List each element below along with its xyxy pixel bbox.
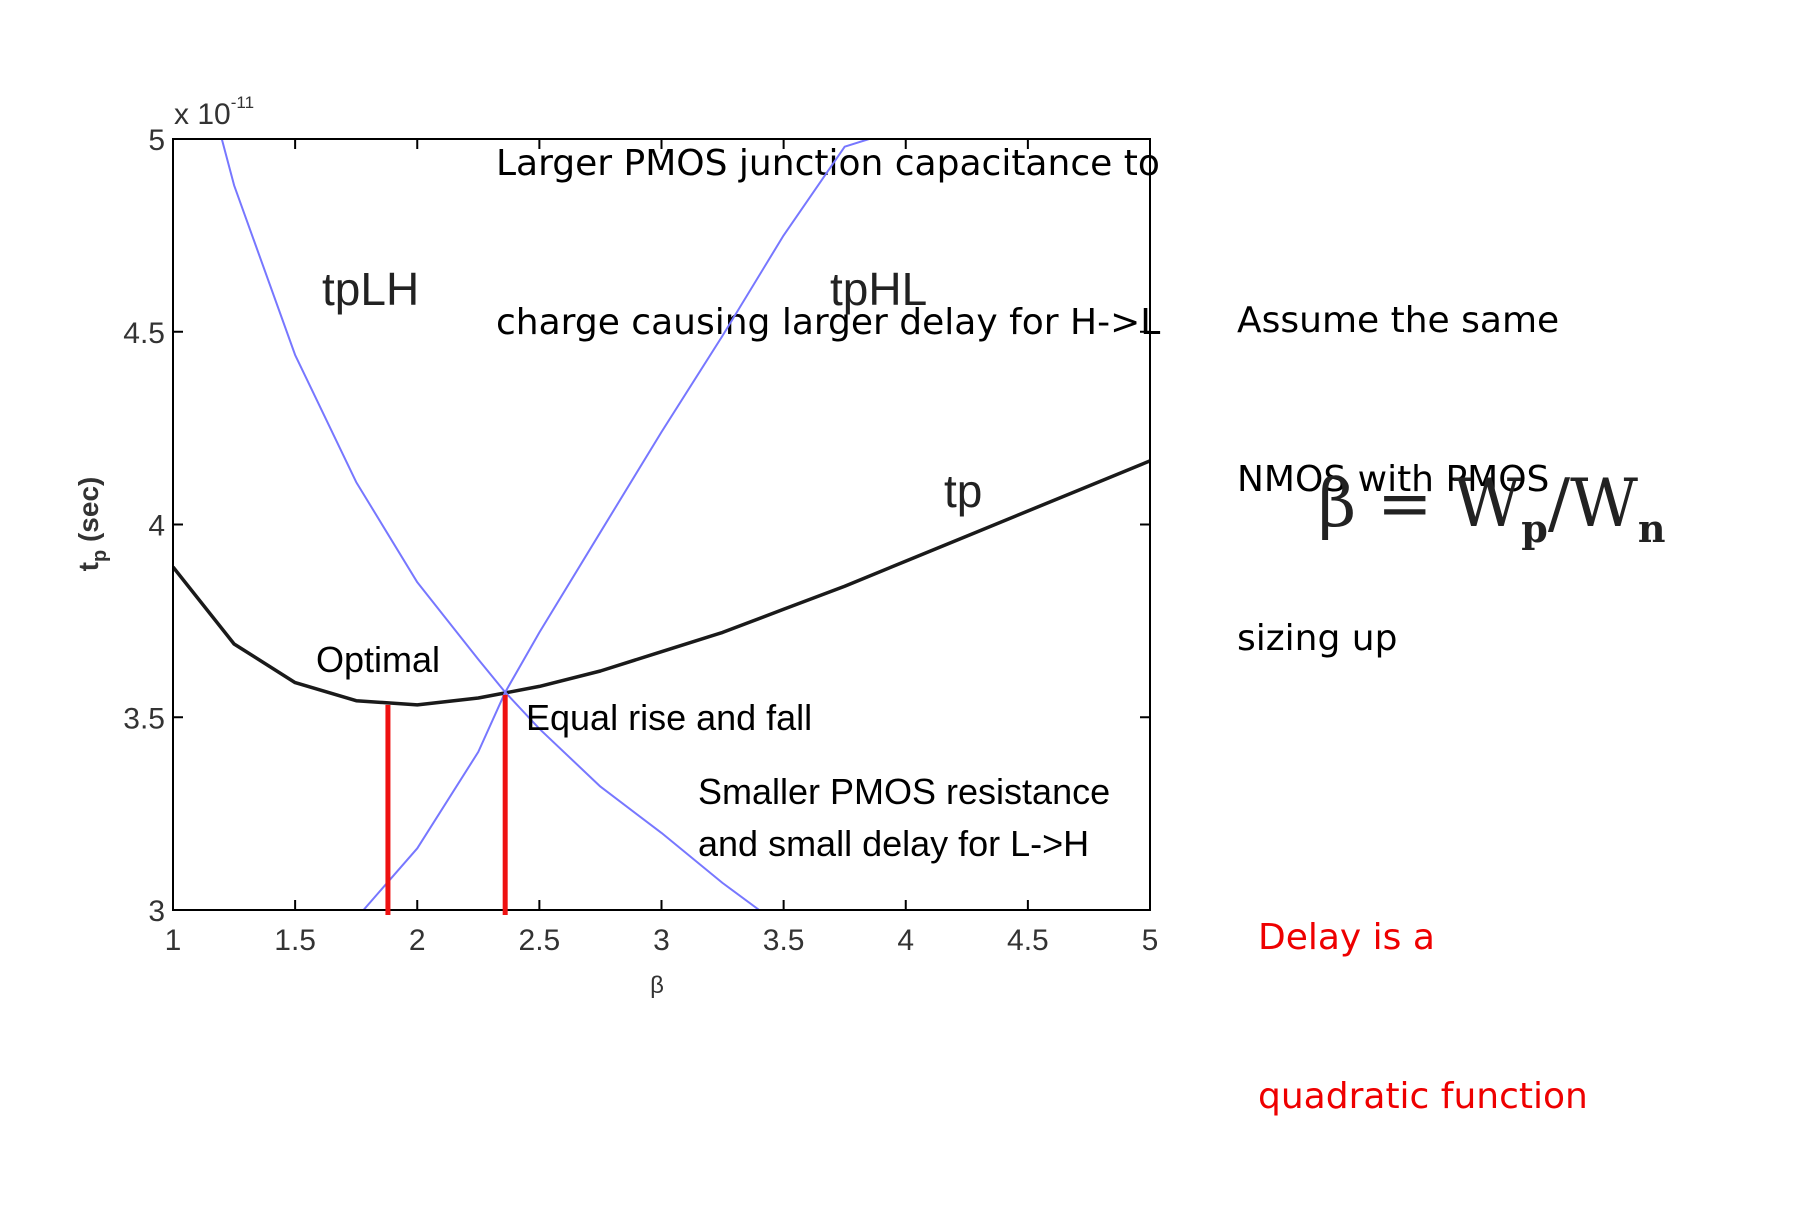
series-line-tp <box>173 459 1150 707</box>
y-tick-label: 4.5 <box>123 317 165 350</box>
y-tick-label: 4 <box>148 510 165 543</box>
top-note-line-1: Larger PMOS junction capacitance to <box>496 143 1160 184</box>
series-label-tphl: tpHL <box>830 263 927 315</box>
lower-note-line-1: Smaller PMOS resistance <box>698 771 1110 812</box>
delay-chart: 1 1.5 2 2.5 3 3.5 4 4.5 5 3 3.5 4 4.5 5 tpLH tpHL tp … <box>73 93 1158 999</box>
y-tick-label: 3 <box>148 895 165 928</box>
series-line-tphl <box>362 139 870 910</box>
y-axis-label: tp (sec) <box>73 477 111 572</box>
formula-equals-w: = W <box>1356 465 1522 542</box>
slide: Larger PMOS junction capacitance to char… <box>73 31 1666 1117</box>
x-tick-label: 4.5 <box>1007 924 1049 957</box>
formula-sub-p: p <box>1521 506 1548 551</box>
series-label-tplh: tpLH <box>322 263 419 315</box>
y-tick-label: 3.5 <box>123 702 165 735</box>
x-axis-label: β <box>650 972 664 999</box>
x-tick-label: 4 <box>897 924 914 957</box>
y-axis-label-t: t <box>73 562 104 571</box>
conclusion-line-2: quadratic function <box>1258 1076 1588 1117</box>
top-note-line-2: charge causing larger delay for H->L <box>496 302 1161 343</box>
top-note: Larger PMOS junction capacitance to char… <box>496 31 1160 455</box>
series-line-tplh <box>220 139 760 910</box>
lower-note-line-2: and small delay for L->H <box>698 823 1089 864</box>
ticks-layer: 1 1.5 2 2.5 3 3.5 4 4.5 5 3 3.5 4 4.5 5 <box>123 124 1158 957</box>
right-note: Assume the same NMOS with PMOS sizing up <box>1237 188 1559 771</box>
formula-beta: β <box>1318 465 1357 542</box>
y-axis-label-unit: (sec) <box>73 477 104 550</box>
x-tick-label: 1.5 <box>274 924 316 957</box>
x-tick-label: 3 <box>653 924 670 957</box>
beta-formula: β = Wp/Wn <box>1318 465 1666 551</box>
y-multiplier-exp: -11 <box>231 93 254 112</box>
right-note-line-1: Assume the same <box>1237 300 1560 341</box>
curves-layer <box>173 139 1150 910</box>
x-tick-label: 2 <box>409 924 426 957</box>
x-tick-label: 2.5 <box>519 924 561 957</box>
markers-layer <box>385 694 508 915</box>
right-note-line-3: sizing up <box>1237 618 1398 659</box>
y-multiplier: x 10-11 <box>174 93 254 131</box>
x-tick-label: 5 <box>1142 924 1159 957</box>
y-axis-label-sub: p <box>89 550 111 562</box>
right-note-line-2: NMOS with PMOS <box>1237 459 1550 500</box>
conclusion-line-1: Delay is a <box>1258 917 1435 958</box>
optimal-label: Optimal <box>316 639 440 680</box>
x-tick-label: 1 <box>165 924 182 957</box>
series-label-tp: tp <box>944 465 982 517</box>
equal-rise-fall-label: Equal rise and fall <box>526 697 812 738</box>
formula-sub-n: n <box>1637 506 1666 551</box>
y-tick-label: 5 <box>148 124 165 157</box>
formula-slash-w: /W <box>1547 465 1638 542</box>
y-multiplier-prefix: x 10 <box>174 98 231 131</box>
x-tick-label: 3.5 <box>763 924 805 957</box>
